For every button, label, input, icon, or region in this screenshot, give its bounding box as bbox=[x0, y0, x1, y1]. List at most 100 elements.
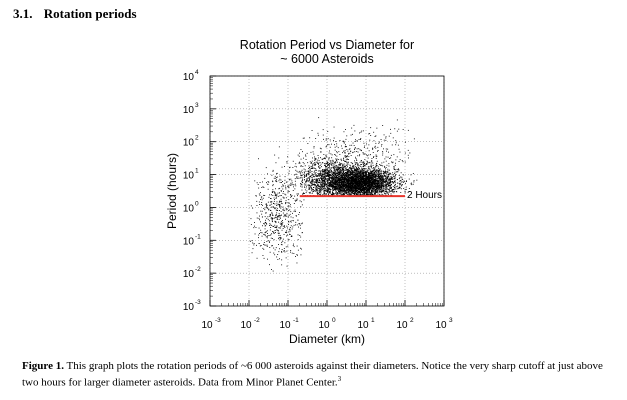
data-point bbox=[352, 172, 354, 174]
data-point bbox=[349, 176, 351, 178]
data-point bbox=[353, 171, 355, 173]
data-point bbox=[347, 183, 348, 185]
data-point bbox=[400, 181, 402, 183]
data-point bbox=[353, 188, 355, 190]
data-point bbox=[375, 174, 377, 175]
data-point bbox=[355, 184, 357, 186]
data-point bbox=[276, 179, 277, 181]
data-point bbox=[346, 164, 348, 166]
data-point bbox=[315, 180, 317, 182]
data-point bbox=[303, 192, 304, 194]
data-point bbox=[267, 218, 269, 220]
data-point bbox=[347, 176, 348, 178]
data-point bbox=[370, 181, 372, 183]
data-point bbox=[329, 173, 330, 175]
data-point bbox=[372, 177, 374, 179]
data-point bbox=[300, 183, 302, 185]
data-point bbox=[332, 183, 334, 184]
data-point bbox=[346, 174, 348, 176]
data-point bbox=[332, 175, 334, 177]
data-point bbox=[346, 185, 348, 186]
data-point bbox=[387, 182, 389, 184]
data-point bbox=[365, 185, 366, 187]
data-point bbox=[339, 189, 341, 191]
data-point bbox=[335, 193, 337, 194]
data-point bbox=[298, 193, 299, 195]
data-point bbox=[371, 188, 373, 190]
data-point bbox=[264, 177, 266, 179]
data-point bbox=[368, 184, 370, 186]
data-point bbox=[322, 177, 324, 179]
data-point bbox=[368, 162, 370, 164]
data-point bbox=[393, 192, 395, 194]
data-point bbox=[343, 178, 345, 180]
data-point bbox=[391, 174, 393, 176]
data-point bbox=[309, 177, 311, 179]
data-point bbox=[315, 179, 317, 181]
data-point bbox=[359, 192, 360, 194]
data-point bbox=[364, 191, 366, 193]
data-point bbox=[355, 175, 357, 177]
data-point bbox=[324, 171, 326, 173]
data-point bbox=[366, 171, 368, 172]
data-point bbox=[322, 185, 324, 187]
data-point bbox=[369, 170, 371, 172]
data-point bbox=[255, 195, 257, 197]
data-point bbox=[324, 176, 326, 177]
data-point bbox=[394, 187, 396, 189]
data-point bbox=[367, 179, 369, 181]
data-point bbox=[376, 165, 378, 166]
data-point bbox=[329, 188, 331, 190]
data-point bbox=[363, 171, 364, 173]
data-point bbox=[378, 173, 380, 175]
data-point bbox=[271, 224, 272, 226]
data-point bbox=[349, 187, 351, 189]
data-point bbox=[335, 188, 337, 190]
data-point bbox=[367, 167, 369, 169]
data-point bbox=[280, 237, 282, 238]
data-point bbox=[328, 192, 330, 194]
data-point bbox=[311, 180, 313, 182]
data-point bbox=[292, 245, 294, 246]
data-point bbox=[386, 177, 388, 178]
data-point bbox=[370, 174, 372, 176]
data-point bbox=[349, 167, 351, 169]
data-point bbox=[366, 193, 368, 195]
data-point bbox=[362, 181, 364, 183]
data-point bbox=[348, 179, 349, 180]
data-point bbox=[338, 182, 340, 184]
data-point bbox=[361, 171, 363, 172]
data-point bbox=[309, 186, 311, 188]
data-point bbox=[383, 171, 385, 172]
data-point bbox=[281, 224, 283, 226]
data-point bbox=[345, 177, 347, 179]
data-point bbox=[332, 180, 334, 182]
data-point bbox=[371, 173, 373, 175]
data-point bbox=[373, 177, 374, 179]
data-point bbox=[333, 174, 335, 176]
data-point bbox=[369, 176, 371, 178]
data-point bbox=[377, 185, 379, 186]
data-point bbox=[374, 189, 376, 191]
data-point bbox=[303, 157, 304, 159]
data-point bbox=[355, 174, 357, 176]
data-point bbox=[370, 182, 372, 184]
data-point bbox=[344, 185, 346, 187]
data-point bbox=[364, 177, 365, 179]
data-point bbox=[302, 181, 304, 183]
data-point bbox=[308, 186, 310, 188]
data-point bbox=[328, 173, 329, 175]
data-point bbox=[399, 187, 401, 189]
data-point bbox=[384, 172, 386, 174]
data-point bbox=[382, 190, 384, 192]
data-point bbox=[288, 210, 290, 211]
data-point bbox=[384, 191, 386, 193]
data-point bbox=[404, 191, 406, 192]
data-point bbox=[370, 185, 372, 187]
data-point bbox=[303, 171, 305, 173]
data-point bbox=[394, 184, 396, 186]
data-point bbox=[328, 188, 329, 190]
data-point bbox=[358, 192, 360, 193]
data-point bbox=[398, 187, 400, 189]
data-point bbox=[325, 163, 327, 164]
